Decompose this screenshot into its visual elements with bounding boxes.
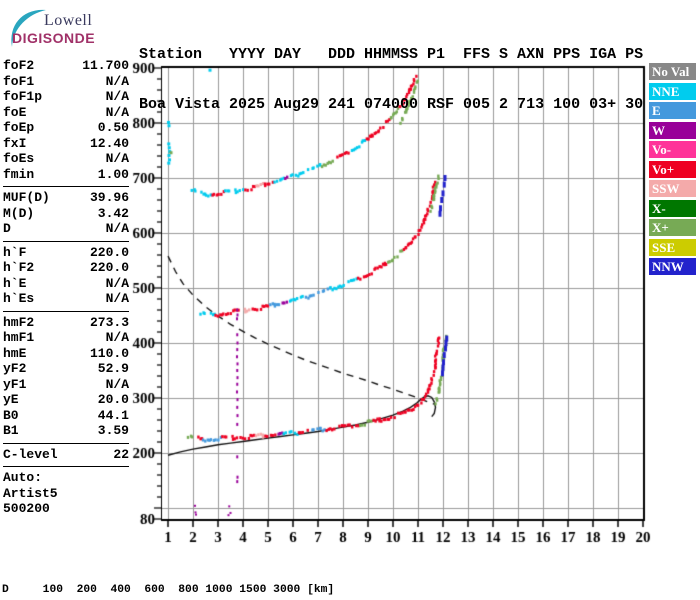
header-column-names: Station YYYY DAY DDD HHMMSS P1 FFS S AXN… — [139, 46, 644, 63]
logo-swoosh-icon — [11, 9, 46, 47]
panel-separator — [3, 466, 129, 467]
logo-text-lowell: Lowell — [44, 12, 93, 29]
panel-separator — [3, 310, 129, 312]
header-values: Boa Vista 2025 Aug29 241 074000 RSF 005 … — [139, 95, 644, 113]
param-row: fmin 1.00 — [3, 166, 129, 182]
param-row: M(D) 3.42 — [3, 205, 129, 221]
param-row: foF2 11.700 — [3, 58, 129, 73]
param-row: Auto: — [3, 470, 43, 485]
param-row: yE 20.0 — [3, 392, 129, 407]
legend-item-sse: SSE — [649, 238, 696, 256]
param-row: C-level 22 — [3, 446, 129, 462]
logo-text-digisonde: DIGISONDE — [12, 30, 96, 46]
lowell-digisonde-logo: Lowell DIGISONDE — [4, 4, 134, 50]
legend-item-nne: NNE — [649, 82, 696, 100]
direction-color-legend: No Val NNE E W Vo- Vo+ SSW X- X+ SSE NNW — [649, 63, 696, 278]
param-row: yF1 N/A — [3, 376, 129, 392]
legend-item-w: W — [649, 121, 696, 139]
param-row: 500200 — [3, 501, 50, 516]
param-row: fxI 12.40 — [3, 135, 129, 151]
legend-item-nnw: NNW — [649, 258, 696, 275]
param-row: MUF(D) 39.96 — [3, 190, 129, 205]
param-row: B0 44.1 — [3, 407, 129, 423]
panel-separator — [3, 186, 129, 187]
measurement-header: Station YYYY DAY DDD HHMMSS P1 FFS S AXN… — [139, 14, 643, 146]
param-row: foE N/A — [3, 104, 129, 120]
param-row: h`E N/A — [3, 275, 129, 291]
legend-item-x-plus: X+ — [649, 219, 696, 236]
param-row: foF1 N/A — [3, 73, 129, 89]
panel-separator — [3, 442, 129, 444]
param-row: hmF1 N/A — [3, 330, 129, 345]
param-row: foEp 0.50 — [3, 120, 129, 135]
scaled-parameters-panel: foF2 11.700 foF1 N/A foF1p N/A foE N/A foEp 0… — [3, 58, 129, 517]
param-row: yF2 52.9 — [3, 361, 129, 376]
param-row: foF1p N/A — [3, 89, 129, 104]
param-row: D N/A — [3, 221, 129, 236]
footer-info: D 100 200 400 600 800 1000 1500 3000 [km… — [2, 555, 680, 600]
param-row: Artist5 — [3, 485, 58, 501]
param-row: foEs N/A — [3, 151, 129, 166]
param-row: B1 3.59 — [3, 423, 129, 438]
panel-separator — [3, 240, 129, 242]
legend-item-x-minus: X- — [649, 199, 696, 217]
distance-row: D 100 200 400 600 800 1000 1500 3000 [km… — [2, 584, 335, 596]
legend-item-e: E — [649, 102, 696, 119]
param-row: hmF2 273.3 — [3, 314, 129, 330]
legend-item-vo-minus: Vo- — [649, 141, 696, 158]
legend-item-ssw: SSW — [649, 180, 696, 197]
legend-item-noval: No Val — [649, 63, 696, 80]
param-row: h`F 220.0 — [3, 244, 129, 260]
param-row: h`F2 220.0 — [3, 260, 129, 275]
param-row: hmE 110.0 — [3, 345, 129, 361]
param-row: h`Es N/A — [3, 291, 129, 306]
legend-item-vo-plus: Vo+ — [649, 160, 696, 178]
